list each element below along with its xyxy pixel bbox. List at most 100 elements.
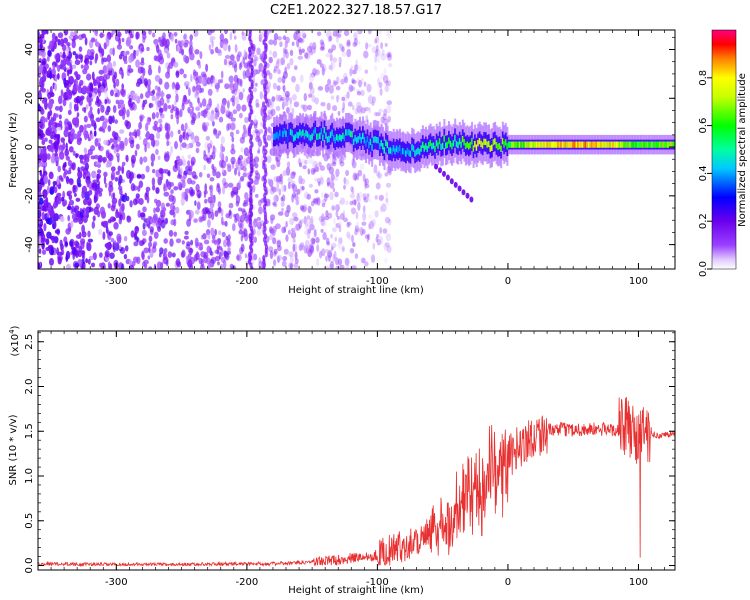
heatmap-cell: [113, 240, 117, 249]
heatmap-cell: [198, 257, 203, 265]
heatmap-cell: [59, 239, 63, 247]
heatmap-cell: [198, 216, 204, 223]
heatmap-cell: [341, 107, 345, 114]
heatmap-cell: [308, 218, 314, 227]
heatmap-cell: [322, 198, 327, 205]
heatmap-cell: [107, 33, 111, 40]
heatmap-cell: [58, 114, 62, 120]
heatmap-cell: [163, 104, 168, 111]
heatmap-cell: [187, 160, 191, 168]
heatmap-cell: [91, 51, 94, 59]
heatmap-cell: [94, 57, 98, 64]
heatmap-cell: [221, 231, 226, 238]
heatmap-cell: [173, 32, 178, 37]
heatmap-cell: [354, 225, 359, 232]
heatmap-cell: [200, 263, 205, 269]
heatmap-cell: [350, 65, 354, 73]
heatmap-cell: [330, 173, 335, 181]
heatmap-cell: [93, 87, 99, 95]
x-tick-label: -200: [236, 276, 259, 287]
heatmap-cell: [66, 205, 72, 211]
heatmap-cell: [141, 229, 147, 237]
heatmap-cell: [184, 122, 188, 130]
heatmap-cell: [68, 179, 74, 186]
heatmap-cell: [165, 202, 170, 207]
heatmap-cell: [203, 149, 206, 157]
heatmap-cell: [325, 210, 329, 218]
heatmap-cell: [41, 249, 47, 255]
heatmap-cell: [335, 85, 341, 91]
heatmap-cell: [62, 164, 66, 172]
heatmap-cell: [301, 205, 307, 213]
heatmap-cell: [364, 234, 369, 239]
heatmap-cell: [162, 32, 166, 40]
heatmap-cell: [355, 101, 362, 108]
heatmap-cell: [378, 195, 384, 201]
heatmap-cell: [314, 69, 320, 74]
heatmap-cell: [387, 53, 392, 61]
heatmap-cell: [338, 42, 342, 49]
heatmap-cell: [175, 70, 180, 79]
heatmap-cell: [309, 50, 314, 56]
heatmap-cell: [349, 68, 353, 77]
heatmap-cell: [382, 113, 387, 121]
heatmap-cell: [203, 239, 210, 245]
heatmap-cell: [453, 181, 458, 188]
snr-multiplier: (x104): [8, 325, 21, 356]
heatmap-cell: [241, 104, 247, 112]
heatmap-cell: [295, 223, 301, 231]
heatmap-cell: [368, 214, 372, 220]
heatmap-cell: [172, 211, 176, 219]
heatmap-cell: [346, 221, 351, 228]
snr-multiplier-close: ): [10, 325, 21, 329]
heatmap-cell: [232, 82, 239, 92]
heatmap-cell: [374, 195, 378, 200]
heatmap-cell: [310, 167, 316, 175]
heatmap-cell: [383, 74, 389, 84]
heatmap-cell: [364, 69, 368, 74]
heatmap-cell: [106, 38, 110, 47]
heatmap-cell: [108, 154, 114, 162]
heatmap-cell: [374, 49, 379, 55]
heatmap-cell: [332, 227, 337, 233]
heatmap-cell: [357, 169, 363, 177]
heatmap-cell: [157, 176, 162, 186]
heatmap-cell: [90, 262, 96, 268]
heatmap-cell: [121, 83, 124, 90]
heatmap-cell: [292, 238, 296, 243]
heatmap-cell: [445, 174, 450, 181]
heatmap-cell: [145, 91, 151, 99]
colorbar-tick-label: 0.2: [698, 213, 709, 229]
heatmap-cell: [252, 184, 256, 193]
heatmap-cell: [346, 91, 350, 99]
heatmap-cell: [154, 139, 160, 147]
heatmap-cell: [56, 175, 60, 185]
heatmap-cell: [97, 210, 101, 218]
heatmap-cell: [242, 124, 246, 131]
heatmap-cell: [183, 54, 188, 63]
heatmap-cell: [142, 156, 148, 163]
heatmap-cell: [163, 183, 166, 192]
heatmap-cell: [232, 223, 236, 232]
colorbar-label: Normalized spectral amplitude: [737, 73, 748, 227]
heatmap-cell: [320, 102, 326, 107]
heatmap-cell: [51, 32, 56, 40]
heatmap-cell: [155, 187, 159, 194]
heatmap-cell: [313, 229, 317, 238]
heatmap-cell: [254, 115, 257, 124]
heatmap-cell: [340, 43, 344, 52]
heatmap-cell: [137, 185, 141, 192]
heatmap-cell: [356, 88, 360, 95]
heatmap-cell: [242, 165, 247, 172]
heatmap-cell: [323, 221, 327, 226]
heatmap-cell: [143, 264, 148, 269]
heatmap-cell: [320, 228, 324, 233]
snr-xlabel: Height of straight line (km): [288, 585, 424, 596]
heatmap-cell: [154, 74, 161, 82]
heatmap-cell: [152, 216, 157, 224]
heatmap-cell: [279, 41, 283, 48]
heatmap-cell: [196, 112, 200, 120]
heatmap-cell: [125, 121, 131, 130]
heatmap-cell: [134, 226, 140, 232]
